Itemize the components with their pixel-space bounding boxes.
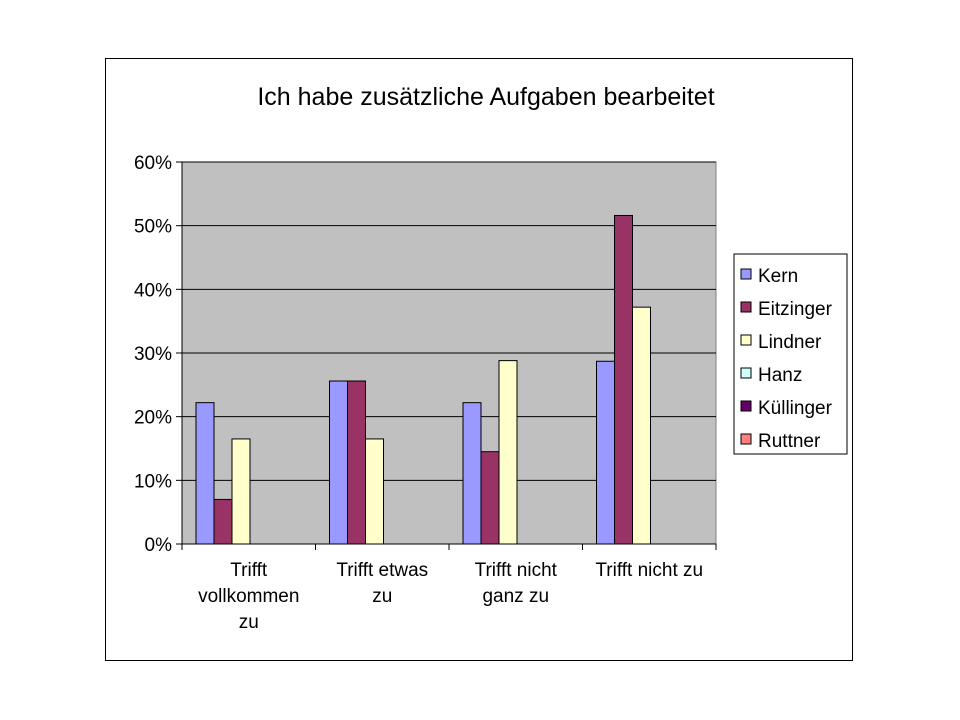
legend (733, 253, 848, 455)
x-tick-label: Trifft nicht zu (595, 560, 703, 581)
legend-swatch (740, 268, 752, 280)
y-tick-label: 50% (134, 217, 172, 238)
chart-title: Ich habe zusätzliche Aufgaben bearbeitet (257, 83, 714, 111)
x-tick-label-line: Trifft nicht zu (595, 560, 703, 581)
bar (195, 402, 215, 545)
y-tick-label: 0% (145, 535, 173, 556)
legend-swatch (740, 433, 752, 445)
legend-label: Eitzinger (758, 299, 833, 320)
bar (614, 214, 633, 545)
x-tick-label-line: Trifft nicht (475, 560, 558, 581)
legend-label: Ruttner (758, 431, 821, 452)
x-tick-label: Trifft etwas zu (336, 560, 428, 607)
y-tick-label: 30% (134, 344, 172, 365)
chart-svg: Ich habe zusätzliche Aufgaben bearbeitet… (134, 83, 848, 633)
bar (596, 360, 615, 545)
y-tick-label: 20% (134, 408, 172, 429)
x-tick-label-line: zu (239, 612, 259, 633)
y-tick-label: 40% (134, 280, 172, 301)
legend-label: Kern (758, 266, 798, 287)
x-tick-label: Trifft nicht ganz zu (475, 560, 558, 607)
legend-label: Küllinger (758, 398, 833, 419)
x-tick-label-line: zu (372, 586, 392, 607)
legend-swatch (740, 400, 752, 412)
x-tick-label: Trifft vollkommen zu (198, 560, 299, 633)
legend-swatch (740, 301, 752, 313)
x-tick-label-line: vollkommen (198, 586, 299, 607)
chart-frame: Ich habe zusätzliche Aufgaben bearbeitet… (105, 58, 853, 661)
bar (498, 360, 518, 545)
bar (213, 498, 233, 545)
bar (231, 438, 251, 545)
bar (480, 451, 500, 545)
x-tick-label-line: ganz zu (482, 586, 549, 607)
bar (365, 438, 384, 545)
legend-swatch (740, 334, 752, 346)
bar (462, 402, 482, 545)
bar (329, 380, 348, 545)
x-tick-label-line: Trifft (230, 560, 268, 581)
legend-label: Lindner (758, 332, 822, 353)
x-tick-label-line: Trifft etwas (336, 560, 428, 581)
bar (632, 306, 651, 545)
legend-swatch (740, 367, 752, 379)
y-tick-label: 60% (134, 153, 172, 174)
legend-label: Hanz (758, 365, 802, 386)
y-tick-label: 10% (134, 471, 172, 492)
bar (347, 380, 366, 545)
